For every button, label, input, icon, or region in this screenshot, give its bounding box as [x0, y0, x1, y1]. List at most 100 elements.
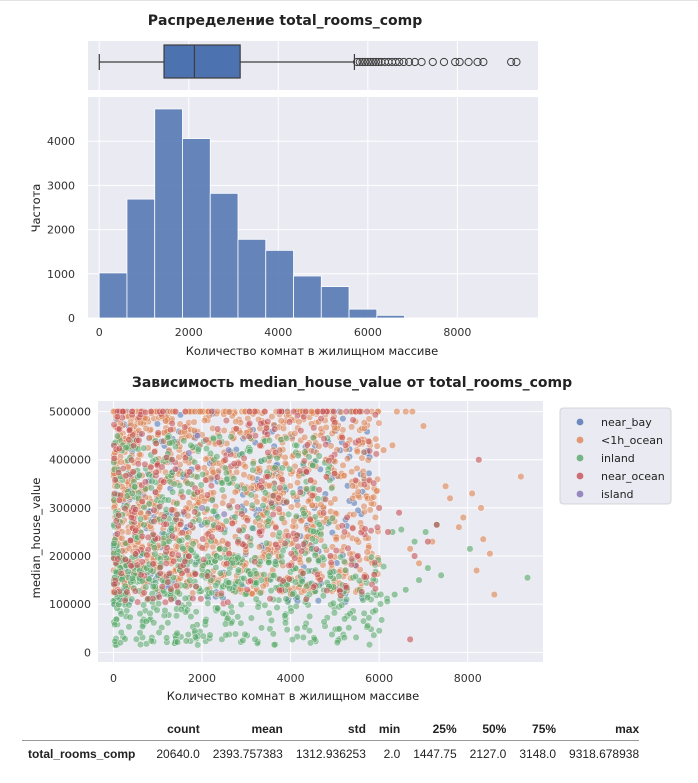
boxplot-outlier — [363, 57, 372, 67]
table-cell-min: 2.0 — [383, 747, 401, 761]
scatter-point — [298, 578, 306, 586]
scatter-point — [133, 561, 141, 569]
scatter-point — [184, 479, 192, 487]
scatter-point — [150, 506, 158, 514]
scatter-point — [281, 619, 289, 627]
scatter-point — [199, 535, 207, 543]
scatter-point — [315, 521, 323, 529]
scatter-point — [402, 408, 410, 416]
scatter-point — [291, 429, 299, 437]
scatter-point — [264, 472, 272, 480]
scatter-point — [322, 473, 330, 481]
scatter-point — [303, 485, 311, 493]
scatter-point — [264, 449, 272, 457]
scatter-point — [278, 514, 286, 522]
table-cell-mean: 2393.757383 — [212, 747, 283, 761]
top-separator — [0, 0, 698, 1]
scatter-point — [223, 475, 231, 483]
scatter-point — [137, 571, 145, 579]
scatter-point — [228, 519, 236, 527]
scatter-point — [265, 609, 273, 617]
scatter-point — [247, 577, 255, 585]
scatter-point — [162, 520, 170, 528]
scatter-point — [116, 639, 124, 647]
scatter-point — [269, 510, 277, 518]
scatter-point — [344, 544, 352, 552]
scatter-point — [224, 540, 232, 548]
scatter-point — [203, 491, 211, 499]
figure: Распределение total_rooms_comp 0 2000 4000… — [29, 13, 672, 703]
scatter-title: Зависимость median_house_value от total_… — [132, 375, 572, 391]
scatter-point — [191, 633, 199, 641]
scatter-point — [282, 434, 290, 442]
scatter-point — [288, 636, 296, 644]
scatter-point — [308, 501, 316, 509]
scatter-point — [289, 489, 297, 497]
scatter-point — [248, 524, 256, 532]
scatter-point — [163, 634, 171, 642]
scatter-point — [200, 497, 208, 505]
scatter-point — [165, 569, 173, 577]
scatter-point — [162, 559, 170, 567]
scatter-x-tick: 4000 — [277, 672, 305, 685]
scatter-point — [177, 520, 185, 528]
scatter-point — [224, 614, 232, 622]
scatter-point — [128, 489, 136, 497]
scatter-point — [259, 582, 267, 590]
scatter-point — [138, 558, 146, 566]
scatter-point — [295, 418, 303, 426]
scatter-point — [168, 419, 176, 427]
scatter-point — [408, 408, 416, 416]
scatter-point — [137, 515, 145, 523]
scatter-point — [215, 438, 223, 446]
scatter-point — [235, 526, 243, 534]
scatter-point — [115, 425, 123, 433]
boxplot-outlier — [455, 57, 464, 67]
scatter-point — [179, 493, 187, 501]
scatter-point — [132, 506, 140, 514]
scatter-point — [140, 601, 148, 609]
scatter-point — [468, 489, 476, 497]
scatter-point — [113, 413, 121, 421]
scatter-point — [187, 546, 195, 554]
scatter-point — [213, 453, 221, 461]
scatter-point — [315, 486, 323, 494]
scatter-point — [136, 610, 144, 618]
scatter-panel: 0 2000 4000 6000 8000 0 100000 200000 300000 4000… — [49, 401, 543, 685]
scatter-point — [271, 558, 279, 566]
scatter-point — [364, 456, 372, 464]
scatter-point — [138, 532, 146, 540]
scatter-point — [200, 464, 208, 472]
scatter-point — [296, 467, 304, 475]
scatter-point — [208, 408, 216, 416]
scatter-point — [330, 609, 338, 617]
scatter-point — [174, 638, 182, 646]
scatter-point — [153, 606, 161, 614]
scatter-series-island — [185, 432, 233, 518]
scatter-point — [305, 556, 313, 564]
scatter-point — [136, 629, 144, 637]
boxplot-outlier — [417, 57, 426, 67]
scatter-point — [247, 614, 255, 622]
scatter-point — [326, 568, 334, 576]
scatter-point — [191, 570, 199, 578]
scatter-point — [317, 415, 325, 423]
scatter-point — [261, 601, 269, 609]
scatter-point — [294, 411, 302, 419]
boxplot-outlier — [358, 57, 367, 67]
scatter-point — [328, 630, 336, 638]
scatter-point — [315, 442, 323, 450]
scatter-point — [224, 598, 232, 606]
scatter-point — [204, 599, 212, 607]
scatter-point — [406, 635, 414, 643]
scatter-point — [310, 424, 318, 432]
scatter-point — [286, 465, 294, 473]
scatter-point — [160, 513, 168, 521]
scatter-point — [397, 526, 405, 534]
histogram-bar — [237, 238, 267, 319]
scatter-point — [342, 595, 350, 603]
scatter-point — [308, 535, 316, 543]
scatter-point — [371, 513, 379, 521]
scatter-point — [268, 413, 276, 421]
scatter-point — [117, 628, 125, 636]
